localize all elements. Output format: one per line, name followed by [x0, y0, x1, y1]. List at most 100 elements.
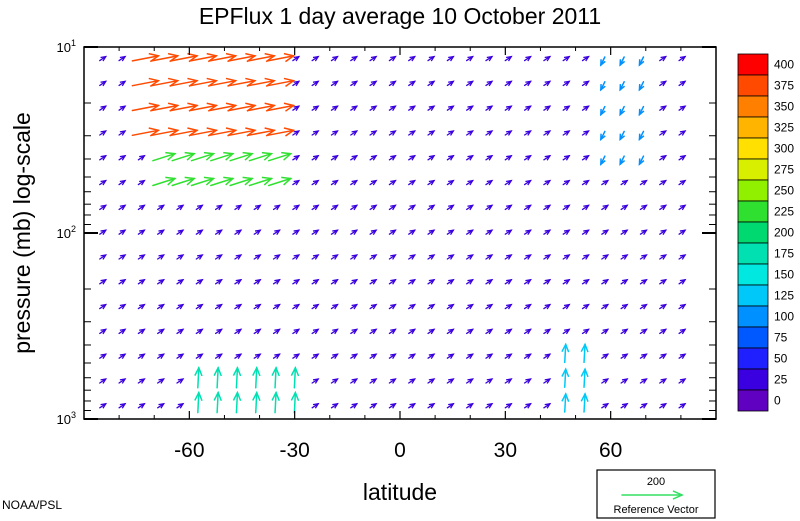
flux-vector: [292, 278, 301, 285]
flux-vector: [369, 105, 378, 112]
flux-vector: [311, 229, 320, 236]
flux-vector: [350, 303, 359, 310]
flux-vector: [504, 80, 513, 87]
colorbar-label: 350: [774, 100, 794, 114]
flux-vector: [446, 378, 455, 384]
flux-vector: [504, 353, 513, 360]
flux-vector: [580, 392, 589, 413]
flux-vector: [659, 278, 668, 285]
flux-vector: [446, 179, 455, 186]
flux-vector: [408, 204, 417, 211]
flux-vector: [408, 328, 417, 335]
flux-vector: [350, 229, 359, 236]
vector-field: [99, 52, 687, 414]
flux-vector: [150, 102, 180, 112]
flux-vector: [619, 105, 626, 117]
flux-vector: [292, 328, 301, 335]
flux-vector: [350, 130, 359, 136]
flux-vector: [253, 204, 262, 211]
flux-vector: [137, 278, 146, 285]
flux-vector: [213, 365, 223, 389]
flux-vector: [137, 229, 146, 236]
colorbar-label: 200: [774, 226, 794, 240]
flux-vector: [485, 402, 494, 409]
flux-vector: [504, 130, 513, 136]
flux-vector: [639, 254, 648, 260]
flux-vector: [214, 254, 223, 260]
flux-vector: [678, 204, 687, 211]
flux-vector: [408, 378, 417, 384]
flux-vector: [137, 378, 146, 384]
flux-vector: [543, 229, 552, 236]
flux-vector: [271, 390, 280, 414]
flux-vector: [330, 254, 339, 260]
flux-vector: [678, 229, 687, 236]
flux-vector: [350, 55, 359, 62]
flux-vector: [427, 254, 436, 260]
y-axis: 101 102 103: [57, 38, 716, 427]
colorbar-swatch: [737, 389, 769, 412]
credit-label: NOAA/PSL: [2, 498, 62, 512]
flux-vector: [523, 179, 532, 186]
flux-vector: [562, 328, 571, 335]
flux-vector: [252, 365, 261, 389]
x-tick-label: -30: [279, 439, 309, 462]
flux-vector: [176, 402, 185, 409]
colorbar-swatch: [737, 242, 769, 265]
flux-vector: [99, 130, 108, 136]
flux-vector: [600, 130, 606, 142]
flux-vector: [427, 229, 436, 236]
flux-vector: [369, 378, 378, 384]
flux-vector: [619, 81, 626, 92]
flux-vector: [466, 179, 474, 186]
colorbar-swatch: [737, 95, 769, 118]
flux-vector: [427, 179, 436, 186]
colorbar-swatch: [737, 368, 769, 391]
flux-vector: [272, 254, 281, 260]
flux-vector: [99, 303, 108, 310]
flux-vector: [408, 55, 417, 62]
flux-vector: [118, 402, 127, 409]
colorbar-label: 375: [774, 79, 794, 93]
flux-vector: [369, 80, 378, 87]
flux-vector: [659, 402, 668, 409]
flux-vector: [99, 278, 108, 285]
flux-vector: [292, 130, 301, 136]
flux-vector: [601, 402, 610, 409]
flux-vector: [446, 204, 455, 211]
colorbar-swatch: [737, 53, 769, 76]
flux-vector: [195, 254, 204, 260]
colorbar-label: 150: [774, 268, 794, 282]
flux-vector: [639, 303, 648, 310]
flux-vector: [272, 204, 281, 211]
flux-vector: [195, 204, 204, 211]
flux-vector: [311, 254, 320, 260]
flux-vector: [388, 303, 397, 310]
flux-vector: [290, 390, 300, 414]
flux-vector: [543, 328, 552, 335]
flux-vector: [350, 328, 359, 335]
flux-vector: [408, 80, 417, 87]
flux-vector: [272, 328, 281, 335]
flux-vector: [562, 80, 571, 87]
flux-vector: [150, 127, 180, 137]
flux-vector: [678, 378, 687, 384]
colorbar-swatch: [737, 284, 769, 307]
flux-vector: [678, 80, 687, 87]
flux-vector: [118, 154, 127, 161]
flux-vector: [504, 278, 513, 285]
flux-vector: [266, 77, 296, 87]
flux-vector: [311, 303, 320, 310]
flux-vector: [562, 105, 571, 112]
y-axis-label: pressure (mb) log-scale: [9, 112, 35, 354]
flux-vector: [248, 151, 274, 162]
flux-vector: [157, 229, 166, 236]
flux-vector: [311, 55, 320, 62]
flux-vector: [601, 204, 610, 211]
flux-vector: [330, 353, 339, 360]
flux-vector: [99, 378, 108, 384]
flux-vector: [253, 254, 262, 260]
flux-vector: [229, 151, 254, 162]
flux-vector: [208, 102, 238, 112]
flux-vector: [350, 353, 359, 360]
